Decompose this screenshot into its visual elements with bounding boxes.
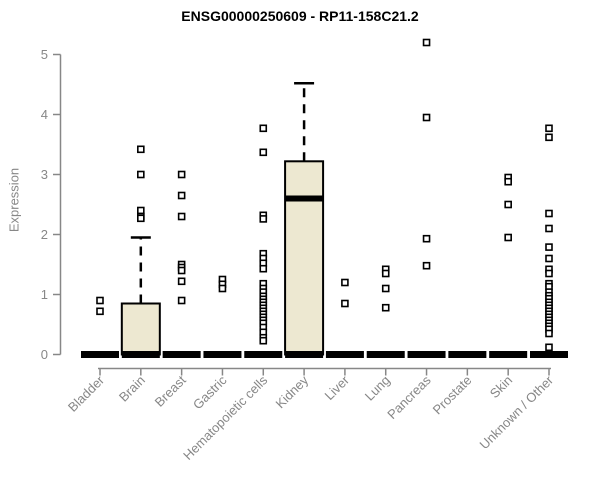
outlier-point — [177, 277, 186, 286]
zero-bar — [121, 351, 160, 358]
outlier-point — [177, 191, 186, 200]
outlier-point — [259, 336, 268, 345]
outlier-point — [341, 299, 349, 308]
outlier-point — [137, 145, 145, 154]
box-rect — [284, 160, 325, 356]
outlier-point — [96, 307, 104, 316]
outlier-point — [381, 303, 390, 312]
y-tick-label: 5 — [41, 47, 48, 62]
zero-bar — [529, 351, 568, 358]
y-tick-label: 1 — [41, 287, 48, 302]
outlier-point — [504, 233, 512, 242]
outlier-point — [545, 269, 553, 278]
outlier-point — [137, 170, 145, 179]
outlier-point — [177, 296, 186, 305]
x-category-label: Pancreas — [384, 372, 434, 422]
zero-bar — [407, 351, 446, 358]
outlier-point — [422, 38, 431, 47]
outlier-point — [218, 284, 227, 293]
outlier-point — [545, 329, 553, 338]
x-category-label: Prostate — [430, 373, 475, 418]
outlier-point — [137, 206, 145, 215]
median-line — [285, 195, 324, 202]
outlier-point — [545, 343, 553, 352]
x-category-label: Bladder — [65, 372, 108, 415]
zero-bar — [81, 351, 119, 358]
outlier-point — [545, 224, 553, 233]
x-category-label: Brain — [116, 373, 148, 405]
outlier-point — [545, 133, 553, 142]
x-category-label: Kidney — [272, 372, 311, 411]
x-category-label: Lung — [362, 373, 393, 404]
outlier-point — [381, 284, 390, 293]
outlier-point — [259, 264, 268, 273]
outlier-point — [545, 243, 553, 251]
outlier-point — [259, 124, 268, 133]
zero-bar — [203, 351, 242, 358]
zero-bar — [489, 351, 528, 358]
zero-bar — [162, 351, 201, 358]
outlier-point — [137, 214, 145, 223]
outlier-point — [259, 215, 268, 223]
outlier-point — [177, 266, 186, 275]
zero-bar — [448, 351, 487, 358]
zero-bar — [366, 351, 405, 358]
outlier-point — [96, 296, 104, 305]
outlier-point — [177, 170, 186, 179]
x-category-label: Skin — [487, 373, 515, 401]
outlier-point — [545, 254, 553, 263]
outlier-point — [504, 200, 512, 209]
chart-title: ENSG00000250609 - RP11-158C21.2 — [181, 8, 419, 24]
outlier-point — [422, 261, 431, 270]
outlier-point — [422, 234, 431, 243]
y-tick-label: 2 — [41, 227, 48, 242]
outlier-point — [504, 177, 512, 186]
zero-bar — [244, 351, 283, 358]
outlier-point — [545, 209, 553, 218]
outlier-point — [545, 124, 553, 133]
y-tick-label: 0 — [41, 347, 48, 362]
box-rect — [120, 302, 161, 356]
x-category-label: Gastric — [190, 372, 230, 412]
zero-bar — [325, 351, 364, 358]
outlier-point — [177, 212, 186, 221]
x-category-label: Liver — [321, 372, 352, 403]
outlier-point — [422, 113, 431, 122]
zero-bar — [285, 351, 324, 358]
y-tick-label: 3 — [41, 167, 48, 182]
outlier-point — [341, 278, 349, 287]
outlier-point — [381, 269, 390, 278]
x-category-label: Unknown / Other — [477, 372, 557, 452]
y-tick-label: 4 — [41, 107, 48, 122]
outlier-point — [259, 148, 268, 157]
x-category-label: Breast — [152, 372, 189, 409]
